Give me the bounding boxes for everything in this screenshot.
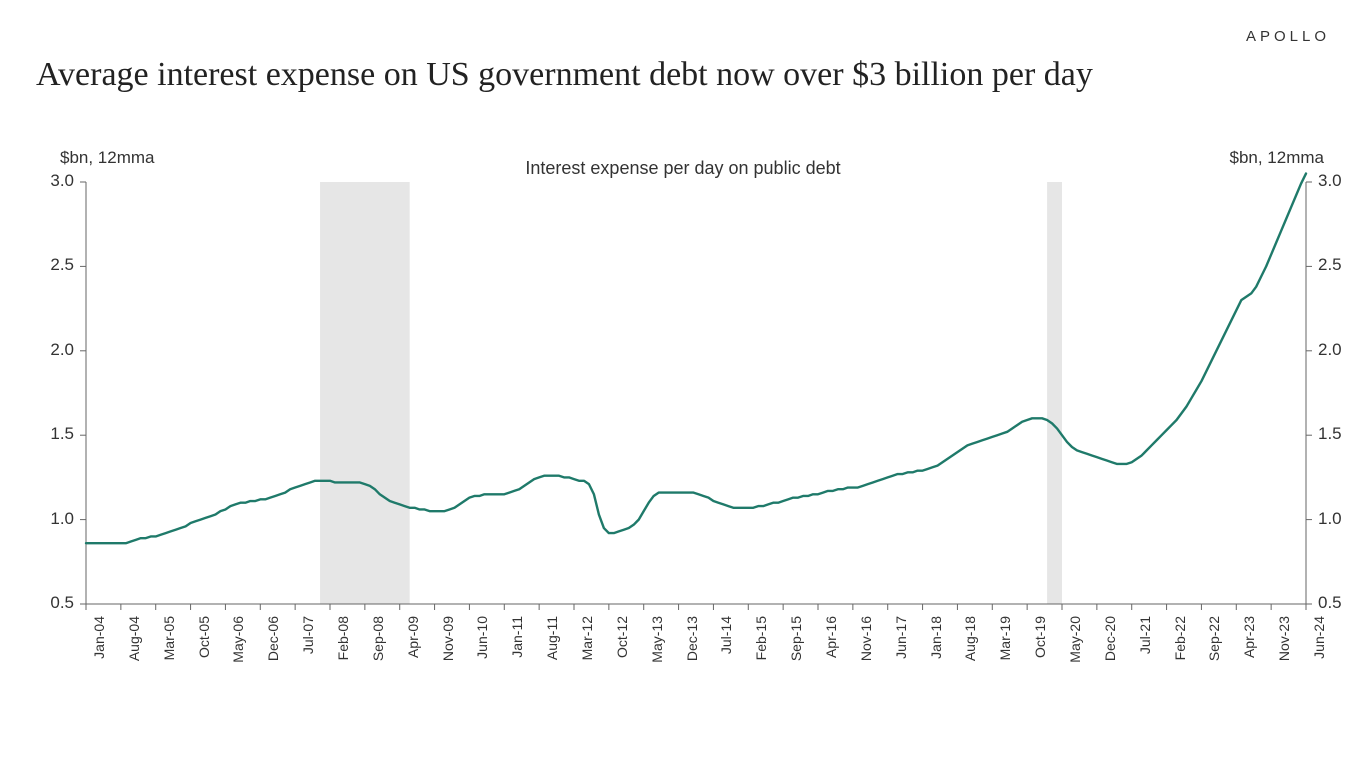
x-tick-label: May-13: [649, 616, 665, 716]
x-tick-label: Jan-18: [928, 616, 944, 716]
x-tick-label: Apr-23: [1241, 616, 1257, 716]
x-tick-label: Aug-11: [544, 616, 560, 716]
x-tick-label: Jun-24: [1311, 616, 1327, 716]
x-tick-label: Mar-05: [161, 616, 177, 716]
x-tick-label: Dec-13: [684, 616, 700, 716]
x-tick-label: Sep-15: [788, 616, 804, 716]
recession-band: [320, 182, 410, 604]
x-tick-label: Jan-04: [91, 616, 107, 716]
y-tick-label-left: 2.5: [0, 255, 74, 275]
x-tick-label: Nov-23: [1276, 616, 1292, 716]
x-tick-label: Aug-04: [126, 616, 142, 716]
x-tick-label: Jul-07: [300, 616, 316, 716]
x-tick-label: Oct-12: [614, 616, 630, 716]
y-tick-label-right: 0.5: [1318, 593, 1342, 613]
x-tick-label: Jul-21: [1137, 616, 1153, 716]
x-tick-label: Sep-22: [1206, 616, 1222, 716]
x-tick-label: Oct-19: [1032, 616, 1048, 716]
x-tick-label: Apr-16: [823, 616, 839, 716]
x-tick-label: Aug-18: [962, 616, 978, 716]
x-tick-label: Feb-08: [335, 616, 351, 716]
y-tick-label-right: 2.0: [1318, 340, 1342, 360]
x-tick-label: Jun-10: [474, 616, 490, 716]
y-tick-label-right: 2.5: [1318, 255, 1342, 275]
x-tick-label: Jan-11: [509, 616, 525, 716]
recession-band: [1047, 182, 1062, 604]
y-tick-label-left: 3.0: [0, 171, 74, 191]
x-tick-label: Mar-12: [579, 616, 595, 716]
x-tick-label: Sep-08: [370, 616, 386, 716]
x-tick-label: Feb-15: [753, 616, 769, 716]
x-tick-label: Jun-17: [893, 616, 909, 716]
x-tick-label: Mar-19: [997, 616, 1013, 716]
y-tick-label-left: 1.5: [0, 424, 74, 444]
x-tick-label: Jul-14: [718, 616, 734, 716]
y-tick-label-left: 2.0: [0, 340, 74, 360]
x-tick-label: Feb-22: [1172, 616, 1188, 716]
x-tick-label: Nov-16: [858, 616, 874, 716]
y-tick-label-right: 3.0: [1318, 171, 1342, 191]
x-tick-label: Apr-09: [405, 616, 421, 716]
x-tick-label: Oct-05: [196, 616, 212, 716]
page: APOLLO Average interest expense on US go…: [0, 0, 1366, 768]
y-tick-label-left: 1.0: [0, 509, 74, 529]
x-tick-label: May-20: [1067, 616, 1083, 716]
x-tick-label: Dec-06: [265, 616, 281, 716]
data-line: [86, 174, 1306, 544]
x-tick-label: May-06: [230, 616, 246, 716]
y-tick-label-right: 1.5: [1318, 424, 1342, 444]
y-tick-label-right: 1.0: [1318, 509, 1342, 529]
x-tick-label: Nov-09: [440, 616, 456, 716]
y-tick-label-left: 0.5: [0, 593, 74, 613]
x-tick-label: Dec-20: [1102, 616, 1118, 716]
